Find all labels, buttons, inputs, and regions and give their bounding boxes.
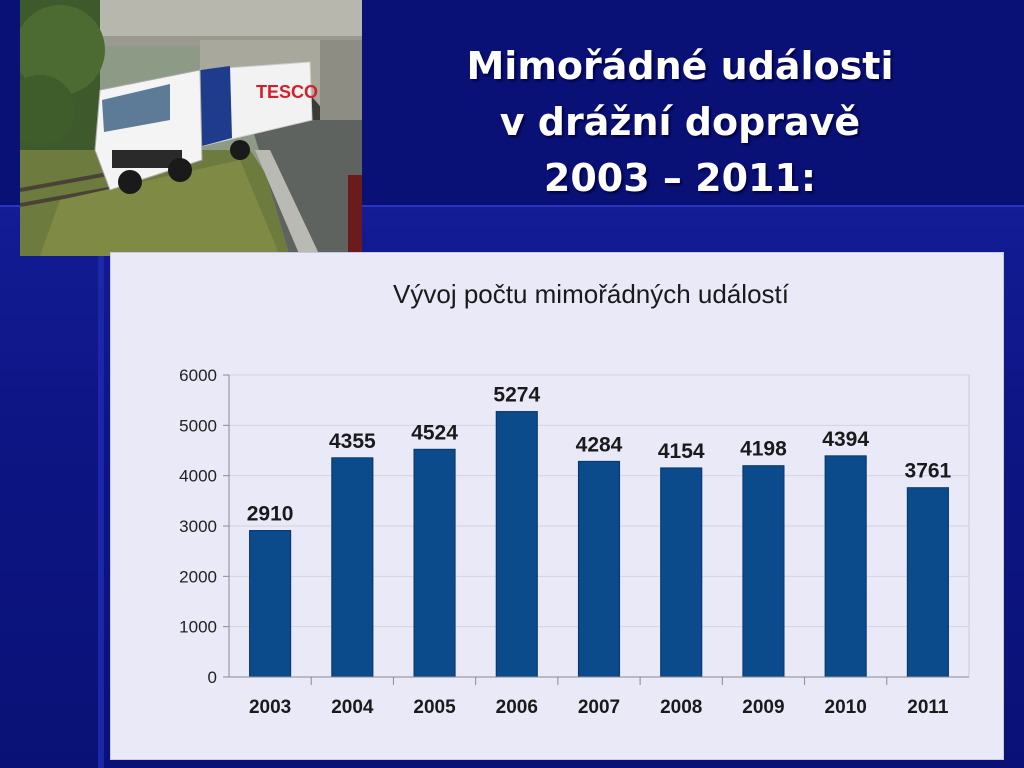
data-label-2003: 2910 <box>247 503 294 526</box>
slide-title-line-3: 2003 – 2011: <box>543 156 817 200</box>
x-tick-label-2008: 2008 <box>660 697 702 718</box>
slide-title: Mimořádné události v drážní dopravě 2003… <box>420 38 940 206</box>
bar-2009 <box>742 465 785 678</box>
y-tick-label: 1000 <box>179 618 217 637</box>
truck-logo-text: TESCO <box>256 82 318 102</box>
y-tick-label: 2000 <box>179 567 217 586</box>
truck-photo: TESCO <box>20 0 362 256</box>
y-tick-label: 4000 <box>179 467 217 486</box>
data-label-2004: 4355 <box>329 430 376 453</box>
chart-x-axis: 2003 2004 2005 2006 2007 2008 2009 2010 2011 <box>229 676 969 718</box>
chart-bars <box>249 411 949 678</box>
data-label-2005: 4524 <box>411 421 458 444</box>
truck-photo-illustration: TESCO <box>20 0 362 256</box>
slide-title-line-2: v drážní dopravě <box>499 100 861 144</box>
bar-2005 <box>413 448 456 678</box>
x-tick-label-2006: 2006 <box>496 697 538 718</box>
chart-data-labels: 2910 4355 4524 5274 4284 4154 4198 4394 3761 <box>247 384 952 526</box>
chart-y-axis: 0 1000 2000 3000 4000 5000 6000 <box>179 366 230 687</box>
x-tick-label-2004: 2004 <box>331 697 374 718</box>
y-tick-label: 6000 <box>179 366 217 385</box>
data-label-2008: 4154 <box>658 440 705 463</box>
bar-2011 <box>906 487 949 678</box>
data-label-2010: 4394 <box>822 428 869 451</box>
bar-2003 <box>249 530 292 678</box>
x-tick-label-2005: 2005 <box>413 697 456 718</box>
bar-2006 <box>495 411 538 678</box>
bar-2008 <box>660 467 703 678</box>
x-tick-label-2009: 2009 <box>742 697 784 718</box>
data-label-2011: 3761 <box>905 460 952 483</box>
data-label-2006: 5274 <box>493 384 540 407</box>
bar-2010 <box>824 455 867 678</box>
y-tick-label: 3000 <box>179 517 217 536</box>
bar-chart: Vývoj počtu mimořádných událostí 0 1000 20… <box>179 279 970 718</box>
slide-divider-line <box>0 205 1024 207</box>
x-tick-label-2010: 2010 <box>825 697 867 718</box>
y-tick-label: 5000 <box>179 416 217 435</box>
chart-title: Vývoj počtu mimořádných událostí <box>393 279 790 309</box>
data-label-2009: 4198 <box>740 438 787 461</box>
chart-panel: Vývoj počtu mimořádných událostí 0 1000 20… <box>110 252 1004 760</box>
bar-2004 <box>331 457 374 678</box>
x-tick-label-2003: 2003 <box>249 697 291 718</box>
slide-title-line-1: Mimořádné události <box>466 44 894 88</box>
x-tick-label-2007: 2007 <box>578 697 620 718</box>
bar-2007 <box>577 460 621 678</box>
slide-left-rail <box>98 255 104 768</box>
x-tick-label-2011: 2011 <box>907 697 949 718</box>
data-label-2007: 4284 <box>576 433 623 456</box>
y-tick-label: 0 <box>208 668 217 687</box>
